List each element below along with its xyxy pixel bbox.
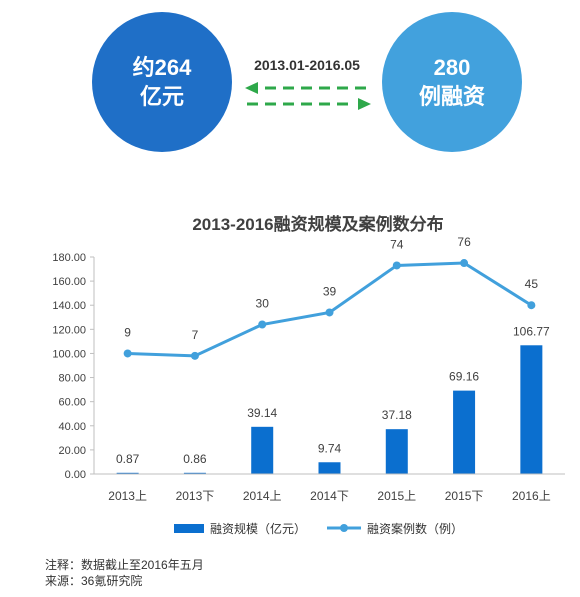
bar-series: 0.87 0.86 39.14 9.74 37.18 69.16 106.77 [116, 324, 550, 474]
total-amount-value: 约264 [132, 55, 192, 80]
total-deals-circle: 280 例融资 [382, 12, 522, 152]
footnote-source: 来源：36氪研究院 [45, 574, 143, 588]
bar [251, 426, 274, 474]
x-tick-label: 2016上 [512, 489, 551, 503]
line-point [258, 320, 267, 329]
line-value-label: 45 [525, 277, 539, 291]
bar-value-label: 39.14 [247, 406, 277, 420]
bar [183, 472, 206, 474]
y-tick-label: 40.00 [58, 421, 86, 433]
bar-value-label: 37.18 [382, 408, 412, 422]
bar-value-label: 69.16 [449, 370, 479, 384]
y-tick-label: 0.00 [65, 469, 86, 481]
line-value-label: 9 [124, 325, 131, 339]
line-value-label: 74 [390, 237, 404, 251]
x-tick-label: 2014下 [310, 489, 349, 503]
bar-value-label: 0.87 [116, 452, 140, 466]
x-tick-label: 2013下 [176, 489, 215, 503]
x-tick-label: 2014上 [243, 489, 282, 503]
x-axis: 2013上 2013下 2014上 2014下 2015上 2015下 2016上 [94, 473, 565, 503]
footnote-note: 注释：数据截止至2016年五月 [45, 558, 204, 572]
line-value-label: 39 [323, 284, 337, 298]
y-tick-label: 100.00 [52, 348, 86, 360]
legend-line-marker [340, 524, 348, 532]
bar [520, 345, 543, 474]
line-point [325, 308, 334, 317]
bar-value-label: 0.86 [183, 452, 207, 466]
bar [385, 429, 408, 474]
legend: 融资规模（亿元） 融资案例数（例） [174, 521, 463, 536]
total-amount-unit: 亿元 [139, 84, 184, 109]
y-tick-label: 160.00 [52, 276, 86, 288]
x-tick-label: 2013上 [108, 489, 147, 503]
x-tick-label: 2015上 [377, 489, 416, 503]
chart-title: 2013-2016融资规模及案例数分布 [192, 214, 443, 234]
line-value-label: 7 [192, 328, 199, 342]
line-value-label: 30 [256, 297, 270, 311]
line-point [460, 259, 469, 268]
y-axis: 0.00 20.00 40.00 60.00 80.00 100.00 120.00 140.… [52, 252, 95, 481]
line-point [123, 349, 132, 358]
legend-bar-swatch [174, 524, 204, 533]
y-tick-label: 80.00 [58, 373, 86, 385]
double-arrow-icon [245, 82, 371, 110]
y-tick-label: 180.00 [52, 252, 86, 264]
bar-value-label: 106.77 [513, 324, 550, 338]
total-deals-unit: 例融资 [418, 84, 485, 109]
bar [116, 472, 139, 474]
legend-bar-label: 融资规模（亿元） [210, 521, 306, 536]
period-label: 2013.01-2016.05 [254, 57, 360, 73]
bar-value-label: 9.74 [318, 441, 342, 455]
total-amount-circle: 约264 亿元 [92, 12, 232, 152]
line-point [190, 351, 199, 360]
y-tick-label: 120.00 [52, 324, 86, 336]
line-point [527, 301, 536, 310]
x-tick-label: 2015下 [445, 489, 484, 503]
y-tick-label: 20.00 [58, 445, 86, 457]
line-series: 9 7 30 39 74 76 45 [123, 235, 539, 360]
y-tick-label: 60.00 [58, 397, 86, 409]
bar [318, 462, 341, 474]
legend-line-label: 融资案例数（例） [367, 521, 463, 536]
bar [453, 390, 476, 474]
y-tick-label: 140.00 [52, 300, 86, 312]
line-point [392, 261, 401, 270]
line-value-label: 76 [457, 235, 471, 249]
total-deals-value: 280 [433, 55, 471, 80]
financing-chart: 2013-2016融资规模及案例数分布 0.00 20.00 40.00 60.00 8… [52, 214, 565, 536]
